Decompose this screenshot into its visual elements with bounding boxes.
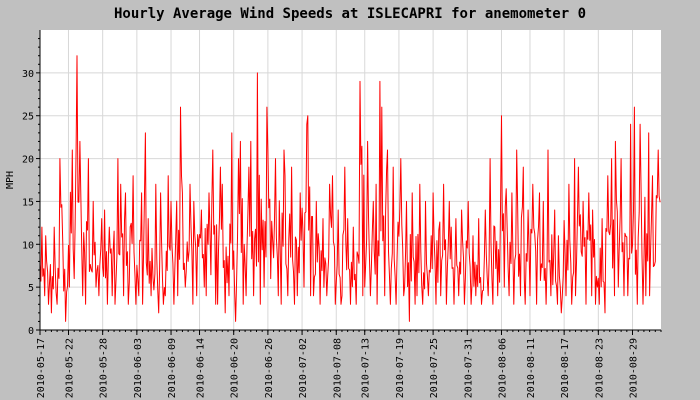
series-layer: [39, 55, 661, 322]
x-tick-label: 2010-08-06: [497, 338, 508, 398]
y-tick-label: 0: [28, 326, 34, 337]
x-tick-label: 2010-07-19: [395, 338, 406, 398]
x-tick-label: 2010-06-20: [230, 338, 241, 398]
x-tick-label: 2010-07-02: [298, 338, 309, 398]
y-axis-label: MPH: [5, 171, 16, 189]
y-tick-label: 10: [22, 240, 34, 251]
y-tick-label: 20: [22, 155, 34, 166]
x-tick-label: 2010-06-14: [196, 338, 207, 398]
x-tick-label: 2010-07-31: [463, 338, 474, 398]
x-tick-label: 2010-08-23: [594, 338, 605, 398]
y-tick-label: 15: [22, 197, 34, 208]
x-tick-label: 2010-06-03: [133, 338, 144, 398]
x-tick-label: 2010-08-11: [526, 338, 537, 398]
x-tick-label: 2010-07-13: [361, 338, 372, 398]
x-tick-label: 2010-05-17: [36, 338, 47, 398]
x-tick-label: 2010-08-29: [629, 338, 640, 398]
x-tick-label: 2010-05-22: [64, 338, 75, 398]
x-tick-label: 2010-08-17: [560, 338, 571, 398]
axes: 0 5 10 15 20 25 30 2010-05-17 2010-05-22 2010-05-…: [22, 30, 662, 398]
y-tick-label: 30: [22, 69, 34, 80]
x-tick-label: 2010-06-09: [167, 338, 178, 398]
x-tick-label: 2010-06-26: [264, 338, 275, 398]
y-tick-label: 25: [22, 112, 34, 123]
series-line: [39, 55, 661, 322]
chart-title: Hourly Average Wind Speeds at ISLECAPRI …: [114, 6, 586, 22]
x-tick-label: 2010-07-08: [332, 338, 343, 398]
x-tick-label: 2010-07-25: [429, 338, 440, 398]
y-tick-label: 5: [28, 283, 34, 294]
x-tick-label: 2010-05-28: [99, 338, 110, 398]
